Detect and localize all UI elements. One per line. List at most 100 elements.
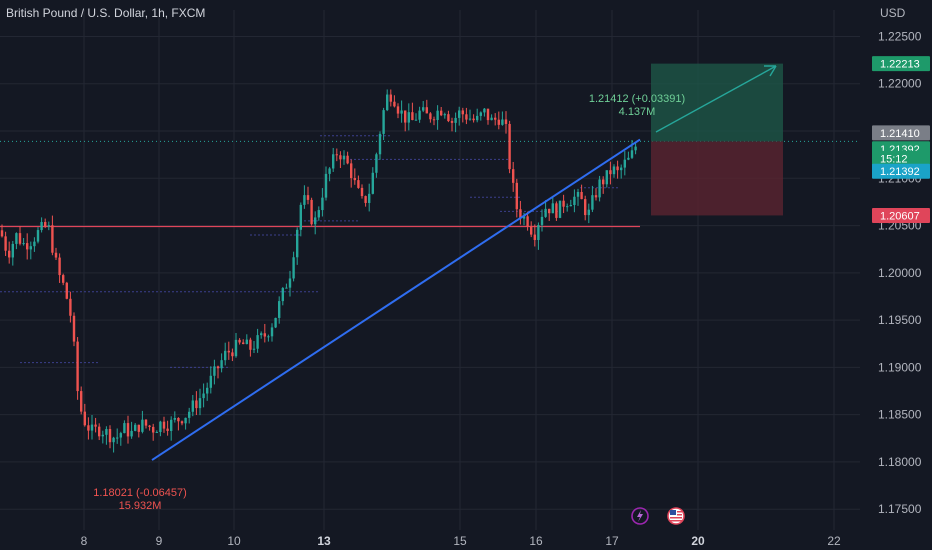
price-tag: 1.21392 bbox=[872, 163, 930, 179]
price-tag-label: 1.21410 bbox=[880, 128, 920, 140]
y-tick-label: 1.19000 bbox=[878, 360, 922, 374]
candle-body bbox=[285, 287, 288, 289]
candle-body bbox=[598, 179, 601, 198]
candle-body bbox=[180, 421, 184, 424]
candle-body bbox=[386, 94, 389, 111]
candle-body bbox=[69, 298, 72, 316]
candle-body bbox=[62, 275, 65, 283]
candle-body bbox=[436, 110, 439, 120]
candle-body bbox=[137, 424, 140, 432]
currency-label: USD bbox=[880, 6, 906, 20]
y-tick-label: 1.17500 bbox=[878, 502, 922, 516]
high-volume-annotation: 4.137M bbox=[619, 106, 656, 118]
x-tick-label: 9 bbox=[156, 534, 163, 548]
candle-body bbox=[490, 117, 493, 121]
candle-body bbox=[483, 108, 486, 113]
candle-body bbox=[242, 342, 245, 345]
candle-body bbox=[346, 155, 349, 164]
price-tag: 1.22213 bbox=[872, 56, 930, 72]
candle-body bbox=[105, 429, 108, 435]
candle-body bbox=[144, 419, 148, 426]
candle-body bbox=[548, 208, 551, 214]
candle-body bbox=[368, 193, 371, 203]
candle-body bbox=[389, 94, 392, 102]
loss-zone bbox=[651, 141, 783, 216]
candle-body bbox=[396, 106, 400, 114]
candle-body bbox=[206, 387, 209, 394]
symbol-title[interactable]: British Pound / U.S. Dollar, 1h, FXCM bbox=[6, 6, 205, 20]
x-tick-label: 10 bbox=[227, 534, 241, 548]
candles bbox=[0, 89, 637, 453]
candle-body bbox=[558, 200, 562, 218]
candle-body bbox=[429, 113, 432, 120]
candle-body bbox=[15, 233, 18, 244]
candle-body bbox=[188, 411, 191, 418]
time-axis[interactable]: 8 9 10 13 15 16 17 20 22 bbox=[81, 534, 841, 548]
candle-body bbox=[584, 199, 587, 216]
candle-body bbox=[98, 426, 101, 437]
candle-body bbox=[227, 350, 230, 353]
candle-body bbox=[108, 429, 112, 443]
candle-body bbox=[537, 224, 540, 241]
candle-body bbox=[364, 196, 367, 203]
candle-body bbox=[393, 101, 396, 107]
candle-body bbox=[54, 252, 58, 258]
candle-body bbox=[454, 117, 457, 123]
candle-body bbox=[627, 157, 630, 160]
price-tag-label: 1.22213 bbox=[880, 59, 920, 71]
trendline-group[interactable] bbox=[151, 138, 641, 461]
candle-body bbox=[11, 243, 14, 258]
candle-body bbox=[152, 426, 155, 433]
candle-body bbox=[72, 315, 76, 342]
candle-body bbox=[512, 169, 515, 183]
candle-body bbox=[486, 108, 490, 121]
price-tag: 15:12 bbox=[872, 150, 930, 166]
candle-body bbox=[443, 114, 446, 116]
candle-body bbox=[324, 173, 328, 198]
candle-body bbox=[299, 204, 302, 230]
candle-body bbox=[378, 133, 382, 155]
candle-body bbox=[76, 341, 79, 392]
candle-body bbox=[576, 191, 580, 197]
long-position-tool[interactable] bbox=[651, 63, 783, 216]
candle-body bbox=[0, 230, 4, 237]
candle-body bbox=[353, 178, 356, 181]
candle-body bbox=[155, 432, 158, 434]
candle-body bbox=[573, 196, 576, 206]
candle-body bbox=[591, 195, 594, 210]
candle-body bbox=[501, 119, 504, 125]
candle-body bbox=[119, 433, 122, 438]
price-tag-label: 15:12 bbox=[880, 153, 908, 165]
candle-body bbox=[58, 257, 61, 276]
candle-body bbox=[40, 221, 43, 231]
candle-body bbox=[357, 180, 360, 188]
candle-body bbox=[476, 115, 479, 121]
target-arrow-head bbox=[764, 65, 777, 77]
candle-body bbox=[540, 216, 544, 225]
candle-body bbox=[123, 423, 126, 434]
lightning-event-icon[interactable] bbox=[631, 507, 649, 525]
candle-body bbox=[213, 366, 216, 376]
candle-body bbox=[209, 375, 212, 388]
candle-body bbox=[234, 339, 238, 357]
candle-body bbox=[288, 278, 292, 288]
candle-body bbox=[44, 221, 47, 227]
candle-body bbox=[47, 225, 50, 227]
candle-body bbox=[8, 250, 11, 258]
us-flag-event-icon[interactable] bbox=[667, 507, 685, 525]
price-tag: 1.21410 bbox=[872, 125, 930, 141]
low-volume-annotation: 15.932M bbox=[119, 500, 162, 512]
candle-body bbox=[296, 229, 299, 258]
x-tick-label: 17 bbox=[605, 534, 619, 548]
candle-body bbox=[425, 107, 428, 114]
candle-body bbox=[173, 417, 176, 420]
candle-body bbox=[328, 168, 331, 174]
candle-body bbox=[458, 110, 461, 118]
candle-body bbox=[87, 425, 90, 431]
candle-body bbox=[634, 146, 637, 151]
candle-body bbox=[407, 112, 410, 123]
y-tick-label: 1.22000 bbox=[878, 77, 922, 91]
candle-body bbox=[306, 195, 310, 200]
